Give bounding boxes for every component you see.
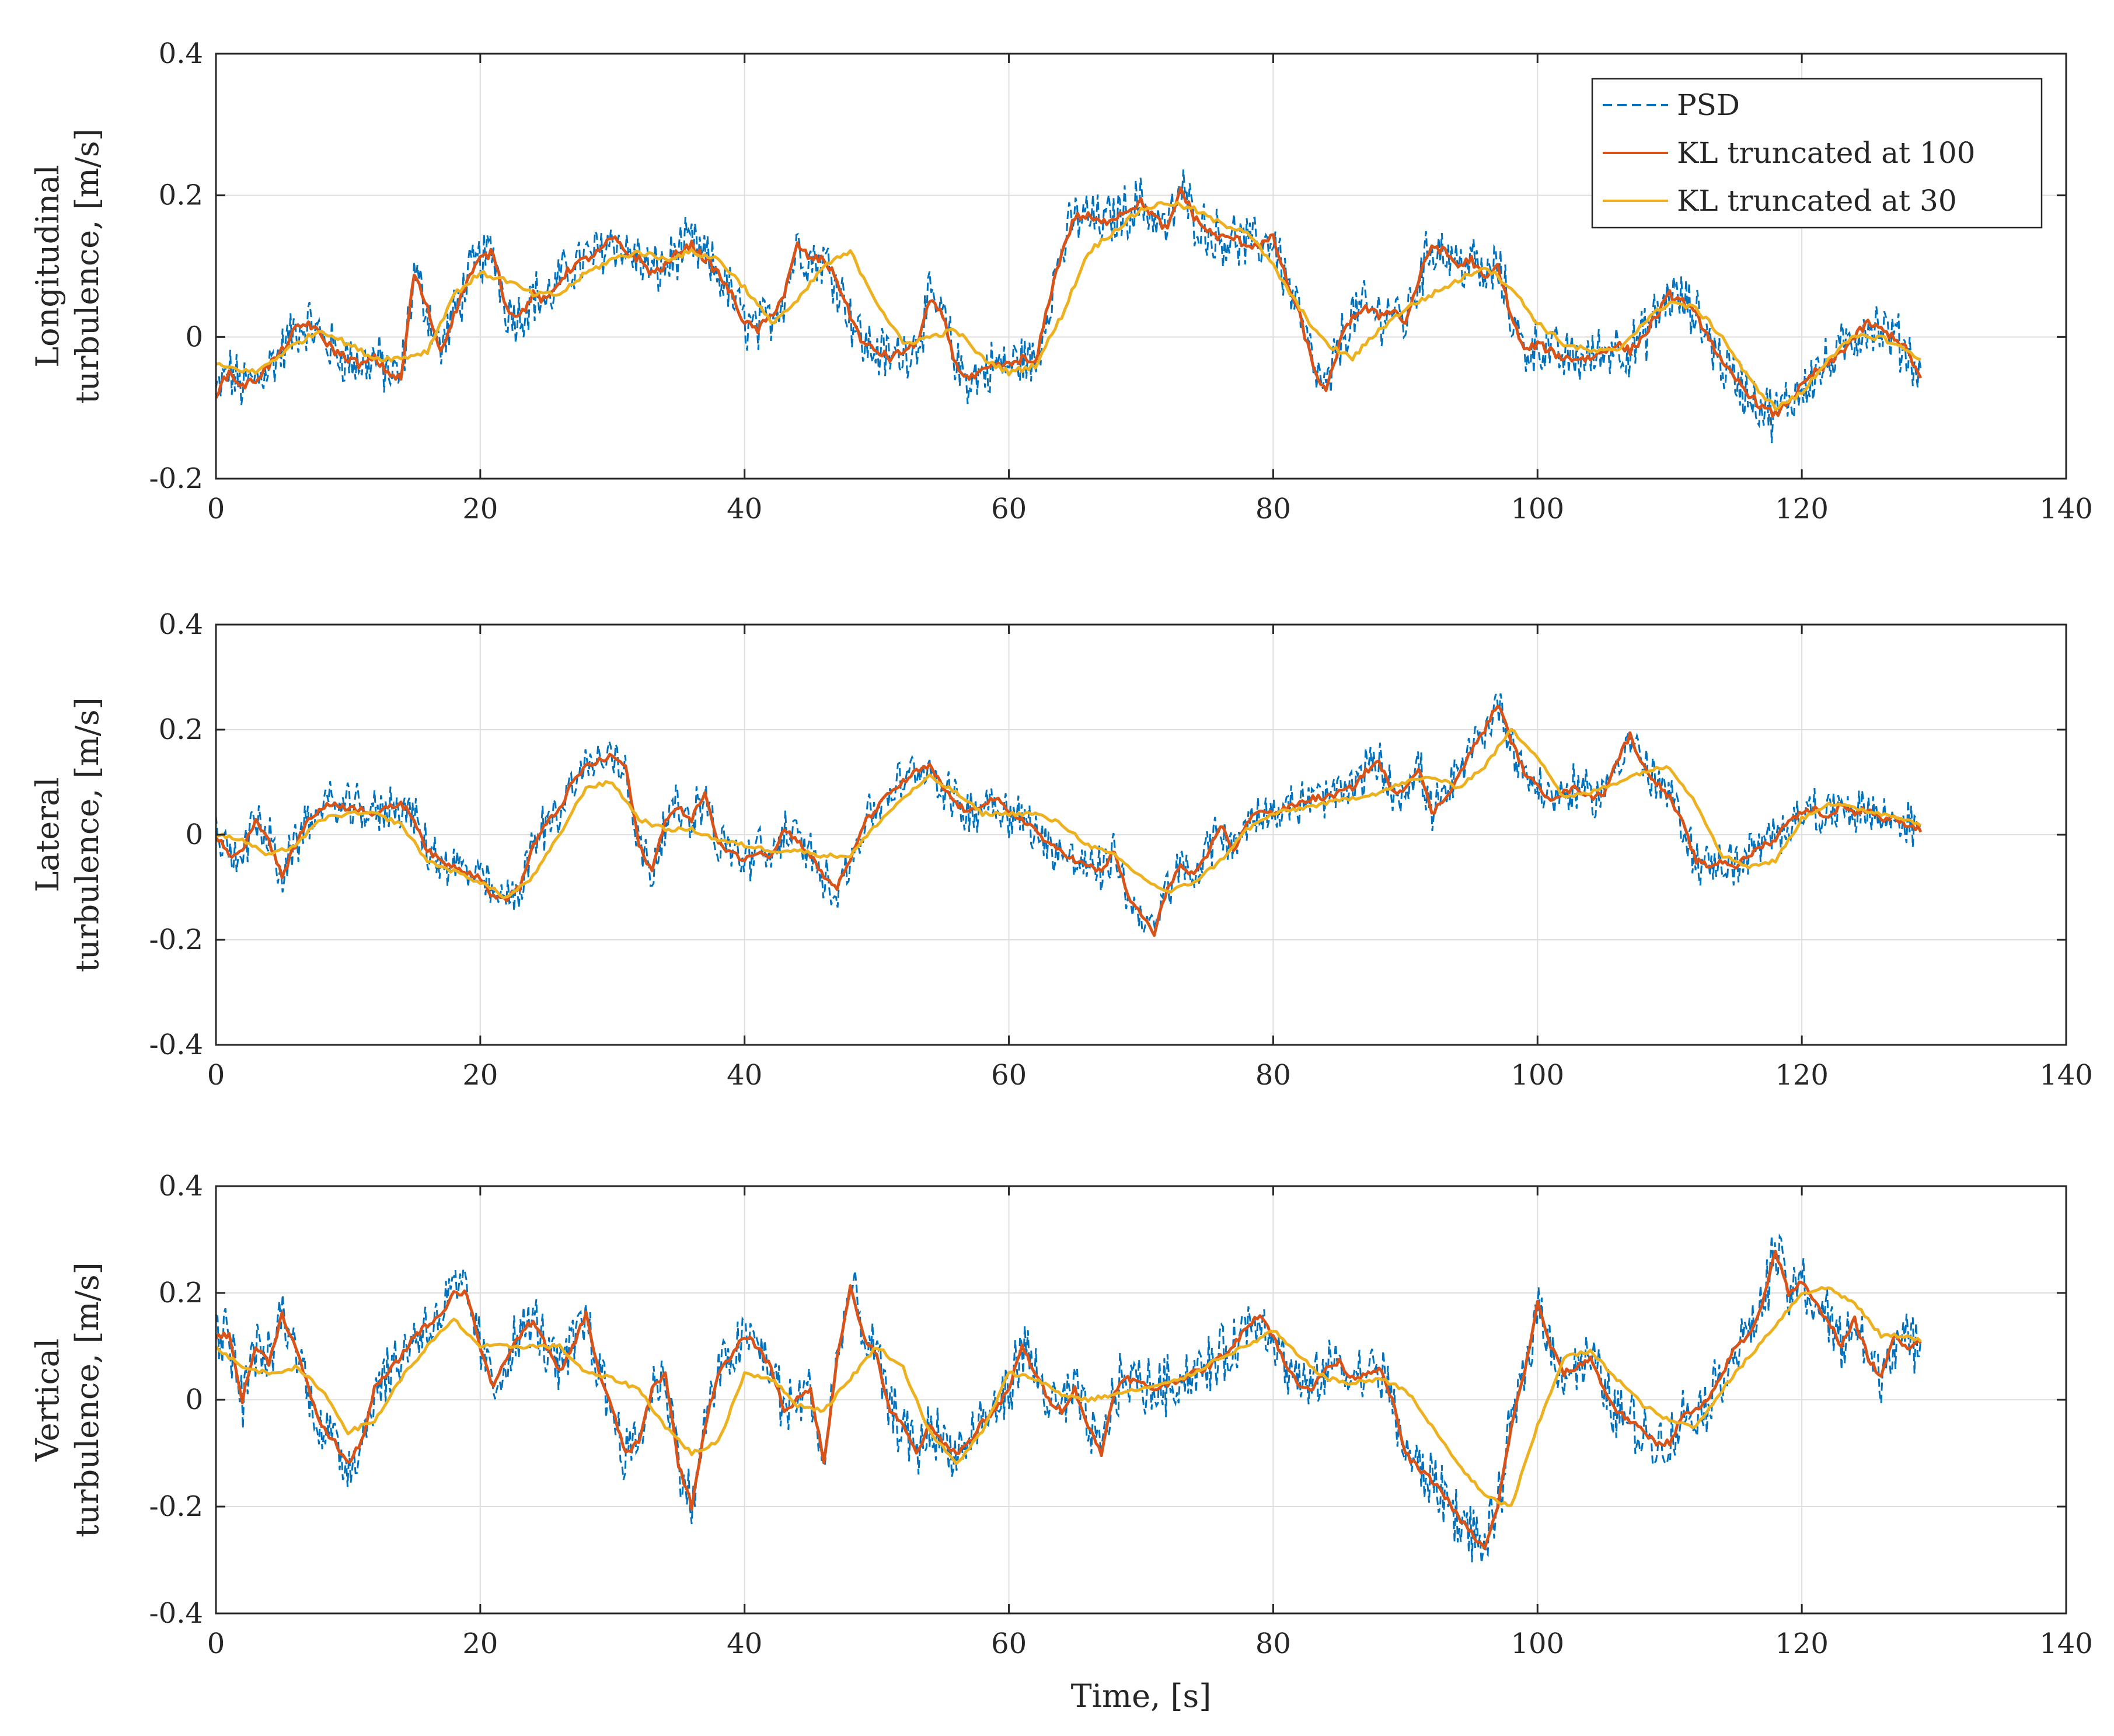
x-tick-label: 120 [1775, 493, 1829, 525]
x-tick-label: 20 [462, 493, 498, 525]
series-group [216, 693, 1923, 937]
series-kl100-line [216, 1249, 1922, 1550]
x-tick-label: 60 [991, 1627, 1027, 1660]
y-tick-label: 0 [185, 1383, 203, 1416]
panel-2: 0 20 40 60 80 100 120 140 -0.4 -0.2 0 0.2 0.4 Lateral… [29, 608, 2093, 1092]
y-axis-label-line2: turbulence, [m/s] [69, 697, 106, 972]
y-tick-label: 0 [185, 320, 203, 353]
y-tick-label: 0.2 [159, 1277, 203, 1309]
x-tick-label: 40 [727, 1059, 762, 1092]
series-psd-line [216, 693, 1921, 936]
x-tick-label: 0 [207, 1627, 225, 1660]
y-tick-label: 0.2 [159, 713, 203, 746]
axes-box [215, 53, 2067, 480]
y-tick-label: -0.2 [149, 923, 203, 956]
x-tick-label: 0 [207, 1059, 225, 1092]
x-axis-label: Time, [s] [1071, 1678, 1212, 1714]
x-tick-label: 60 [991, 1059, 1027, 1092]
x-tick-label: 0 [207, 493, 225, 525]
x-tick-label: 20 [462, 1627, 498, 1660]
y-axis-label-line2: turbulence, [m/s] [69, 128, 106, 403]
x-tick-label: 80 [1255, 1627, 1291, 1660]
series-kl100-line [216, 186, 1923, 418]
series-group [216, 1233, 1922, 1563]
y-axis-label-line1: Lateral [29, 778, 66, 893]
x-tick-label: 100 [1511, 1059, 1564, 1092]
x-tick-label: 40 [727, 1627, 762, 1660]
x-tick-label: 140 [2039, 1627, 2093, 1660]
legend-entry-label: PSD [1677, 88, 1740, 122]
x-tick-label: 140 [2039, 493, 2093, 525]
y-tick-label: 0.4 [159, 608, 203, 641]
y-tick-label: 0.4 [159, 1170, 203, 1202]
x-tick-label: 80 [1255, 1059, 1291, 1092]
series-group [216, 169, 1923, 444]
y-tick-label: -0.4 [149, 1597, 203, 1630]
x-tick-label: 100 [1511, 1627, 1564, 1660]
series-psd-line [216, 1233, 1922, 1563]
y-axis-label-line1: Longitudinal [29, 165, 66, 368]
y-axis-label-line1: Vertical [29, 1338, 66, 1462]
x-tick-label: 60 [991, 493, 1027, 525]
x-tick-label: 40 [727, 493, 762, 525]
series-kl30-line [216, 728, 1922, 900]
y-tick-label: -0.2 [149, 462, 203, 495]
x-tick-label: 120 [1775, 1627, 1829, 1660]
x-tick-label: 120 [1775, 1059, 1829, 1092]
series-kl30-line [216, 201, 1921, 412]
y-tick-label: -0.4 [149, 1029, 203, 1061]
x-tick-label: 140 [2039, 1059, 2093, 1092]
y-tick-label: -0.2 [149, 1490, 203, 1523]
legend-entry-label: KL truncated at 30 [1677, 184, 1957, 218]
x-tick-label: 80 [1255, 493, 1291, 525]
y-tick-label: 0.4 [159, 37, 203, 70]
x-tick-label: 100 [1511, 493, 1564, 525]
series-kl30-line [216, 1286, 1922, 1507]
y-tick-label: 0.2 [159, 179, 203, 212]
x-tick-label: 20 [462, 1059, 498, 1092]
y-tick-label: 0 [185, 818, 203, 851]
legend: PSD KL truncated at 100 KL truncated at 30 [1591, 78, 2043, 229]
series-psd-line [216, 169, 1922, 444]
legend-entry-label: KL truncated at 100 [1677, 136, 1975, 170]
y-axis-label-line2: turbulence, [m/s] [69, 1262, 106, 1537]
panel-3: 0 20 40 60 80 100 120 140 -0.4 -0.2 0 0.2 0.4 Vertica… [29, 1170, 2093, 1714]
